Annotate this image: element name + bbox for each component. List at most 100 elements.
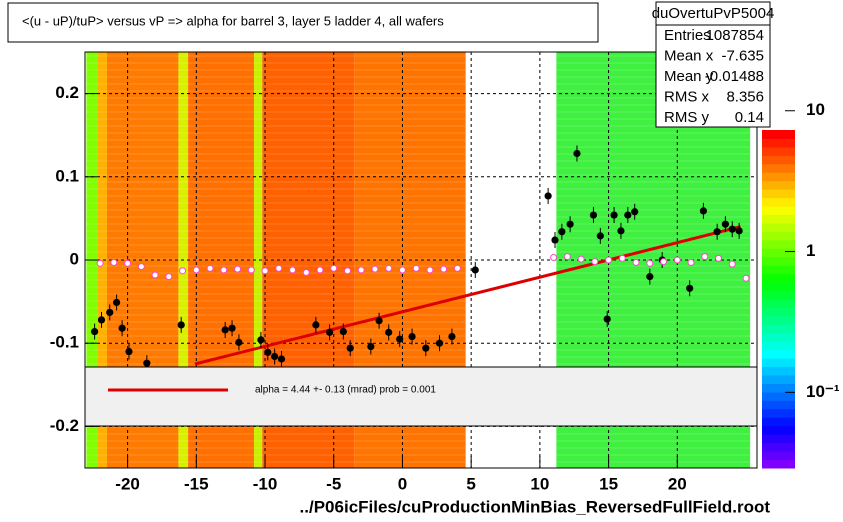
palette-cell (762, 383, 795, 393)
point (573, 149, 581, 158)
point (426, 266, 434, 274)
palette-cell (762, 231, 795, 241)
point (220, 266, 228, 274)
point (412, 264, 420, 272)
palette-cell (762, 222, 795, 232)
x-tick-label: 0 (398, 474, 407, 493)
point (179, 267, 187, 275)
point (701, 253, 709, 261)
palette-cell (762, 400, 795, 410)
point (742, 274, 750, 282)
point (550, 254, 558, 262)
palette-cell (762, 214, 795, 224)
point (165, 273, 173, 281)
heatmap-band (97, 52, 107, 468)
point (624, 211, 632, 219)
palette-cell (762, 256, 795, 266)
point (610, 211, 618, 219)
point (277, 355, 286, 363)
point (125, 347, 133, 356)
plot-frame (84, 51, 758, 469)
stats-name: Mean x (664, 47, 714, 64)
palette-cell (762, 315, 795, 325)
point (375, 317, 383, 325)
stats-value: -7.635 (721, 47, 764, 64)
point (228, 324, 236, 332)
point (591, 258, 599, 266)
stats-value: -0.01488 (705, 68, 764, 85)
point (471, 266, 479, 274)
y-tick-label: -0.1 (50, 333, 79, 352)
palette-cell (762, 273, 795, 283)
point (261, 267, 269, 275)
z-tick-label: 1 (806, 241, 815, 260)
point (110, 258, 118, 266)
palette-cell (762, 366, 795, 376)
stats-value: 0.14 (735, 109, 764, 126)
point (247, 266, 255, 274)
z-tick-label: 10⁻¹ (806, 382, 840, 401)
palette-cell (762, 197, 795, 207)
palette-cell (762, 299, 795, 308)
point (137, 263, 145, 271)
palette-cell (762, 442, 795, 452)
point (326, 328, 334, 336)
fit-line (194, 225, 741, 366)
point (385, 328, 393, 336)
x-tick-label: 15 (599, 474, 618, 493)
stats-name: Entries (664, 27, 711, 44)
palette-cell (762, 206, 795, 215)
point (264, 348, 272, 356)
x-tick-label: -20 (115, 474, 140, 493)
stats-value: 1087854 (706, 27, 764, 44)
point (97, 316, 106, 324)
palette-cell (762, 265, 795, 275)
point (312, 321, 320, 329)
point (271, 352, 279, 361)
stats-name: RMS y (664, 109, 710, 126)
y-tick-label: 0 (70, 249, 79, 268)
palette-cell (762, 172, 795, 182)
point (113, 298, 121, 307)
palette-cell (762, 341, 795, 351)
point (440, 265, 448, 273)
palette-cell (762, 349, 795, 359)
point (577, 255, 585, 263)
point (192, 266, 200, 274)
point (435, 339, 444, 347)
palette-cell (762, 290, 795, 300)
point (106, 308, 114, 317)
point (302, 268, 310, 276)
palette-cell (762, 130, 795, 139)
point (151, 271, 159, 279)
point (316, 266, 324, 274)
point (257, 336, 265, 344)
point (396, 335, 404, 343)
y-tick-label: 0.2 (55, 83, 79, 102)
point (660, 258, 668, 266)
point (566, 220, 574, 228)
heatmap-band (254, 52, 263, 468)
palette-cell (762, 408, 795, 418)
x-tick-label: 10 (530, 474, 549, 493)
point (177, 321, 185, 329)
palette-cell (762, 239, 795, 249)
point (206, 264, 214, 272)
palette-cell (762, 417, 795, 427)
x-tick-label: -15 (184, 474, 209, 493)
stats-name: RMS x (664, 88, 710, 105)
point (235, 338, 243, 346)
point (551, 236, 559, 244)
palette-cell (762, 459, 795, 469)
stats-name: Mean y (664, 68, 714, 85)
z-tick-label: 10 (806, 100, 825, 119)
point (646, 259, 654, 267)
point (234, 265, 242, 273)
legend-box (84, 366, 758, 427)
point (646, 273, 654, 281)
point (118, 324, 126, 332)
palette-cell (762, 189, 795, 199)
x-tick-label: -10 (253, 474, 278, 493)
point (673, 256, 681, 264)
point (124, 259, 132, 267)
